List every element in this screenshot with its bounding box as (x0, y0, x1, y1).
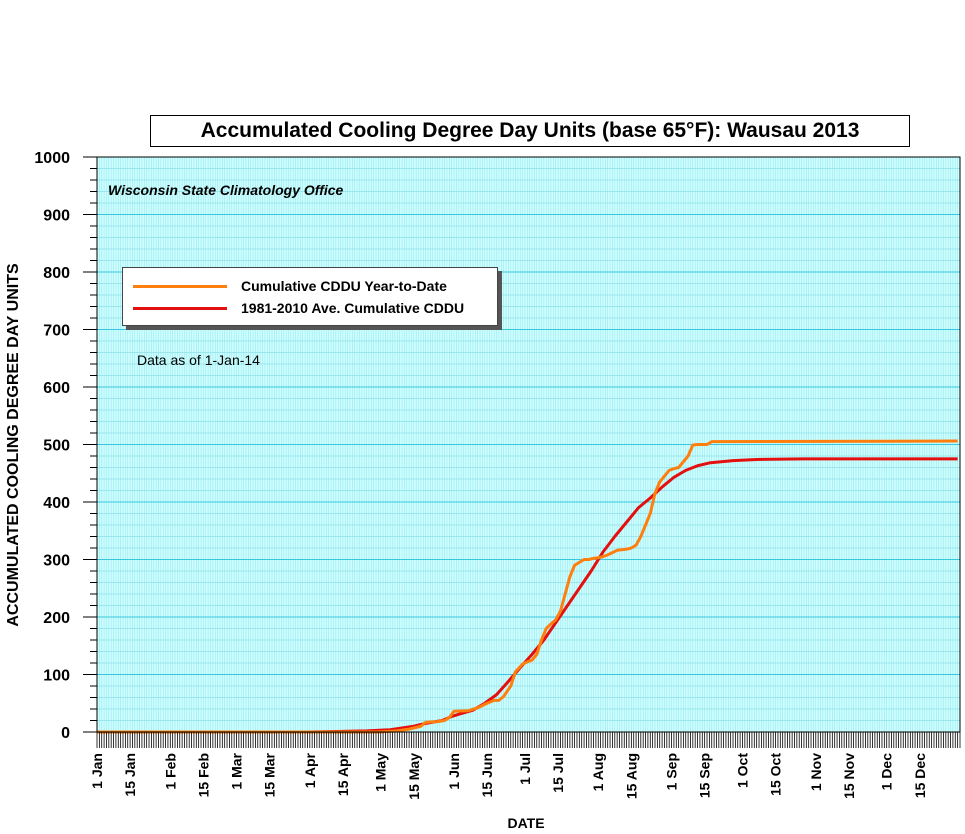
x-tick-label: 15 Dec (912, 753, 928, 798)
x-tick-label: 15 Apr (335, 752, 351, 796)
chart-subtitle: Wisconsin State Climatology Office (108, 182, 344, 198)
chart-title: Accumulated Cooling Degree Day Units (ba… (150, 115, 910, 147)
x-tick-label: 15 Aug (623, 753, 639, 799)
legend-swatch-avg (133, 306, 227, 310)
legend: Cumulative CDDU Year-to-Date 1981-2010 A… (122, 267, 498, 326)
x-tick-label: 15 Nov (841, 753, 857, 799)
x-tick-label: 15 Mar (262, 752, 278, 797)
y-tick-label: 600 (43, 380, 70, 397)
legend-entry-avg: 1981-2010 Ave. Cumulative CDDU (133, 299, 464, 317)
series-line-ytd (97, 439, 958, 734)
y-tick-label: 0 (61, 725, 70, 742)
x-tick-label: 1 Feb (162, 753, 178, 790)
y-tick-label: 900 (43, 208, 70, 225)
x-tick-label: 15 Jan (122, 753, 138, 797)
x-tick-label: 15 Jun (479, 753, 495, 797)
x-tick-label: 15 May (406, 753, 422, 800)
axes: 0 100 200 300 400 500 600 700 800 900 1000 1 Jan 15 … (34, 150, 961, 800)
grid (97, 157, 960, 732)
x-tick-label: 15 Jul (550, 753, 566, 793)
y-tick-label: 800 (43, 265, 70, 282)
x-tick-label: 15 Sep (697, 753, 713, 798)
x-tick-label: 1 Mar (228, 752, 244, 789)
series-layer (97, 439, 958, 734)
y-tick-label: 200 (43, 610, 70, 627)
x-tick-label: 1 Apr (302, 752, 318, 788)
x-tick-label: 15 Feb (195, 753, 211, 797)
x-tick-label: 1 Jun (446, 753, 462, 790)
x-tick-label: 1 Jul (517, 753, 533, 785)
y-tick-label: 500 (43, 438, 70, 455)
x-tick-label: 1 Dec (879, 753, 895, 791)
legend-label-ytd: Cumulative CDDU Year-to-Date (241, 278, 447, 294)
y-tick-label: 400 (43, 495, 70, 512)
data-date-note: Data as of 1-Jan-14 (137, 352, 260, 368)
y-tick-label: 700 (43, 323, 70, 340)
legend-swatch-ytd (133, 284, 227, 288)
y-tick-label: 1000 (34, 150, 70, 167)
x-tick-label: 1 Nov (808, 753, 824, 791)
y-tick-label: 300 (43, 553, 70, 570)
x-tick-label: 1 Sep (664, 753, 680, 790)
legend-label-avg: 1981-2010 Ave. Cumulative CDDU (241, 300, 465, 316)
x-tick-label: 1 Aug (590, 753, 606, 791)
x-tick-label: 15 Oct (768, 753, 784, 796)
y-axis-label: ACCUMULATED COOLING DEGREE DAY UNITS (5, 263, 22, 627)
x-tick-label: 1 Oct (734, 753, 750, 788)
legend-entry-ytd: Cumulative CDDU Year-to-Date (133, 277, 447, 295)
y-tick-label: 100 (43, 668, 70, 685)
x-tick-label: 1 May (373, 753, 389, 792)
x-axis-label: DATE (507, 815, 545, 831)
x-tick-label: 1 Jan (89, 753, 105, 789)
